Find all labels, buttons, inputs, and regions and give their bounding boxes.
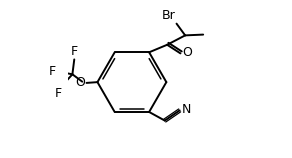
Text: F: F [48, 65, 56, 78]
Text: Br: Br [162, 9, 176, 22]
Text: N: N [182, 103, 191, 116]
Text: F: F [54, 88, 61, 100]
Text: F: F [71, 45, 78, 58]
Text: O: O [182, 46, 192, 59]
Text: O: O [75, 76, 85, 89]
